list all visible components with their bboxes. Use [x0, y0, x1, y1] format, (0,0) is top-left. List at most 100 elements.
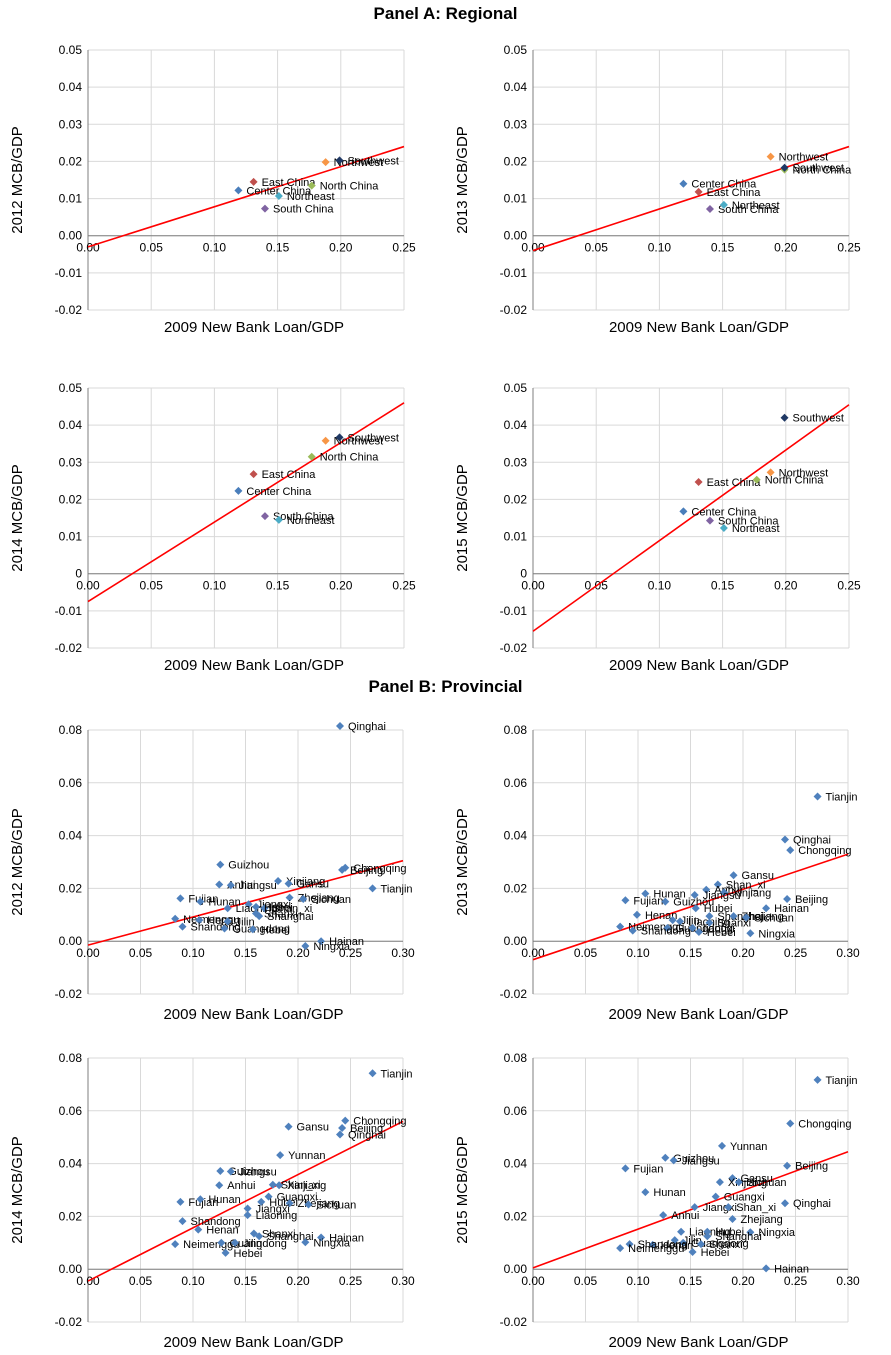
- data-point: [176, 894, 185, 903]
- y-tick-label: 0.01: [504, 530, 528, 544]
- x-axis-title: 2009 New Bank Loan/GDP: [163, 1334, 343, 1351]
- data-point: [231, 1238, 239, 1247]
- data-point-label: Fujian: [633, 1163, 663, 1175]
- data-point-label: Anhui: [714, 885, 742, 897]
- data-point: [734, 1178, 743, 1187]
- data-point-label: Henan: [661, 1240, 693, 1252]
- trendline: [532, 1150, 849, 1269]
- y-tick-label: 0.04: [504, 829, 528, 843]
- y-tick-label: 0.01: [59, 530, 83, 544]
- data-point-label: Jilin: [681, 915, 700, 927]
- x-tick-label: 0.00: [521, 1274, 545, 1288]
- data-point-label: Hubei: [704, 903, 733, 915]
- data-point-label: Shan_xi: [726, 879, 766, 891]
- data-point-label: Shanghai: [267, 1231, 314, 1243]
- x-tick-label: 0.30: [391, 946, 415, 960]
- data-point: [341, 1116, 350, 1125]
- data-point: [255, 912, 264, 921]
- y-tick-label: -0.01: [500, 604, 528, 618]
- x-tick-label: 0.05: [129, 946, 153, 960]
- data-point-label: North China: [765, 475, 825, 487]
- data-point: [268, 1180, 277, 1189]
- data-point-label: Northwest: [779, 152, 829, 164]
- data-point-label: Center China: [691, 179, 757, 191]
- data-point: [284, 1122, 293, 1131]
- data-point: [746, 1228, 755, 1237]
- y-tick-label: 0.02: [59, 492, 83, 506]
- data-point-label: Ningxia: [313, 1237, 351, 1249]
- data-point-label: Tianjin: [381, 883, 413, 895]
- trendline: [87, 145, 405, 248]
- y-tick-label: -0.02: [500, 1315, 528, 1329]
- x-axis-title: 2009 New Bank Loan/GDP: [609, 657, 789, 674]
- data-point-label: Zhejiang: [741, 1214, 783, 1226]
- data-point: [274, 877, 283, 886]
- data-point-label: Center China: [246, 185, 312, 197]
- data-point-label: Guizhou: [673, 1153, 714, 1165]
- y-tick-label: 0.02: [504, 1209, 528, 1223]
- x-tick-label: 0.10: [648, 241, 672, 255]
- trendline: [87, 1120, 404, 1282]
- data-point-label: Fujian: [188, 893, 218, 905]
- data-point: [670, 1236, 679, 1245]
- x-tick-label: 0.15: [266, 241, 290, 255]
- data-point-label: Shandong: [191, 922, 241, 934]
- data-point-label: Fujian: [633, 895, 663, 907]
- data-point-label: Jilin: [243, 1238, 262, 1250]
- data-point-label: Shanghai: [267, 911, 314, 923]
- data-point-label: Fujian: [188, 1197, 218, 1209]
- y-tick-label: 0.02: [504, 881, 528, 895]
- data-point-label: North China: [793, 165, 853, 177]
- data-point: [703, 1232, 712, 1241]
- data-point: [729, 912, 738, 921]
- data-point: [676, 917, 684, 926]
- data-point: [690, 891, 699, 899]
- x-tick-label: 0.10: [626, 1274, 650, 1288]
- y-tick-label: 0.06: [504, 776, 528, 790]
- data-point: [215, 1181, 224, 1190]
- data-point: [178, 1217, 187, 1226]
- x-tick-label: 0.20: [731, 1274, 755, 1288]
- data-point: [226, 1167, 235, 1176]
- x-tick-label: 0.10: [181, 1274, 205, 1288]
- data-point-label: Hainan: [774, 903, 809, 915]
- y-tick-label: 0.08: [59, 1051, 83, 1065]
- y-tick-label: 0.06: [59, 1104, 83, 1118]
- x-tick-label: 0.20: [286, 946, 310, 960]
- data-point-label: South China: [718, 204, 779, 216]
- x-tick-label: 0.00: [76, 946, 100, 960]
- data-point-label: Sichuan: [754, 912, 794, 924]
- data-point-label: Guangdong: [233, 924, 291, 936]
- data-point: [264, 1192, 273, 1201]
- data-point: [724, 1203, 733, 1212]
- data-point: [338, 1123, 347, 1132]
- data-point: [260, 204, 269, 213]
- data-point-label: Guizhou: [673, 897, 714, 909]
- data-point: [221, 1248, 230, 1257]
- y-tick-label: -0.02: [500, 303, 528, 317]
- data-point-label: Xinjiang: [732, 887, 771, 899]
- panel-a-title: Panel A: Regional: [373, 4, 518, 23]
- scatter-chart-regional-2012: -0.02 -0.01 0.00 0.01 0.02 0.03 0.04 0.05 0.00 0.…: [9, 43, 416, 336]
- x-tick-label: 0.10: [203, 579, 227, 593]
- data-point: [711, 1192, 720, 1201]
- y-tick-label: -0.02: [500, 641, 528, 655]
- data-point: [705, 918, 714, 927]
- y-tick-label: 0.04: [59, 829, 83, 843]
- data-point: [766, 468, 775, 477]
- data-point: [720, 888, 729, 897]
- data-point-label: North China: [320, 452, 380, 464]
- data-point-label: Center China: [691, 506, 757, 518]
- y-tick-label: 0.01: [59, 192, 83, 206]
- y-tick-label: 0: [520, 567, 527, 581]
- data-point: [616, 922, 625, 931]
- data-point-label: Gansu: [741, 1173, 773, 1185]
- y-tick-label: 0.00: [59, 1262, 83, 1276]
- data-point: [718, 1141, 726, 1150]
- y-tick-label: -0.02: [500, 987, 528, 1001]
- x-tick-label: 0.20: [774, 579, 798, 593]
- x-tick-label: 0.15: [711, 241, 735, 255]
- y-tick-label: 0.04: [504, 418, 528, 432]
- data-point-label: Chongqing: [798, 845, 851, 857]
- data-point: [688, 924, 697, 932]
